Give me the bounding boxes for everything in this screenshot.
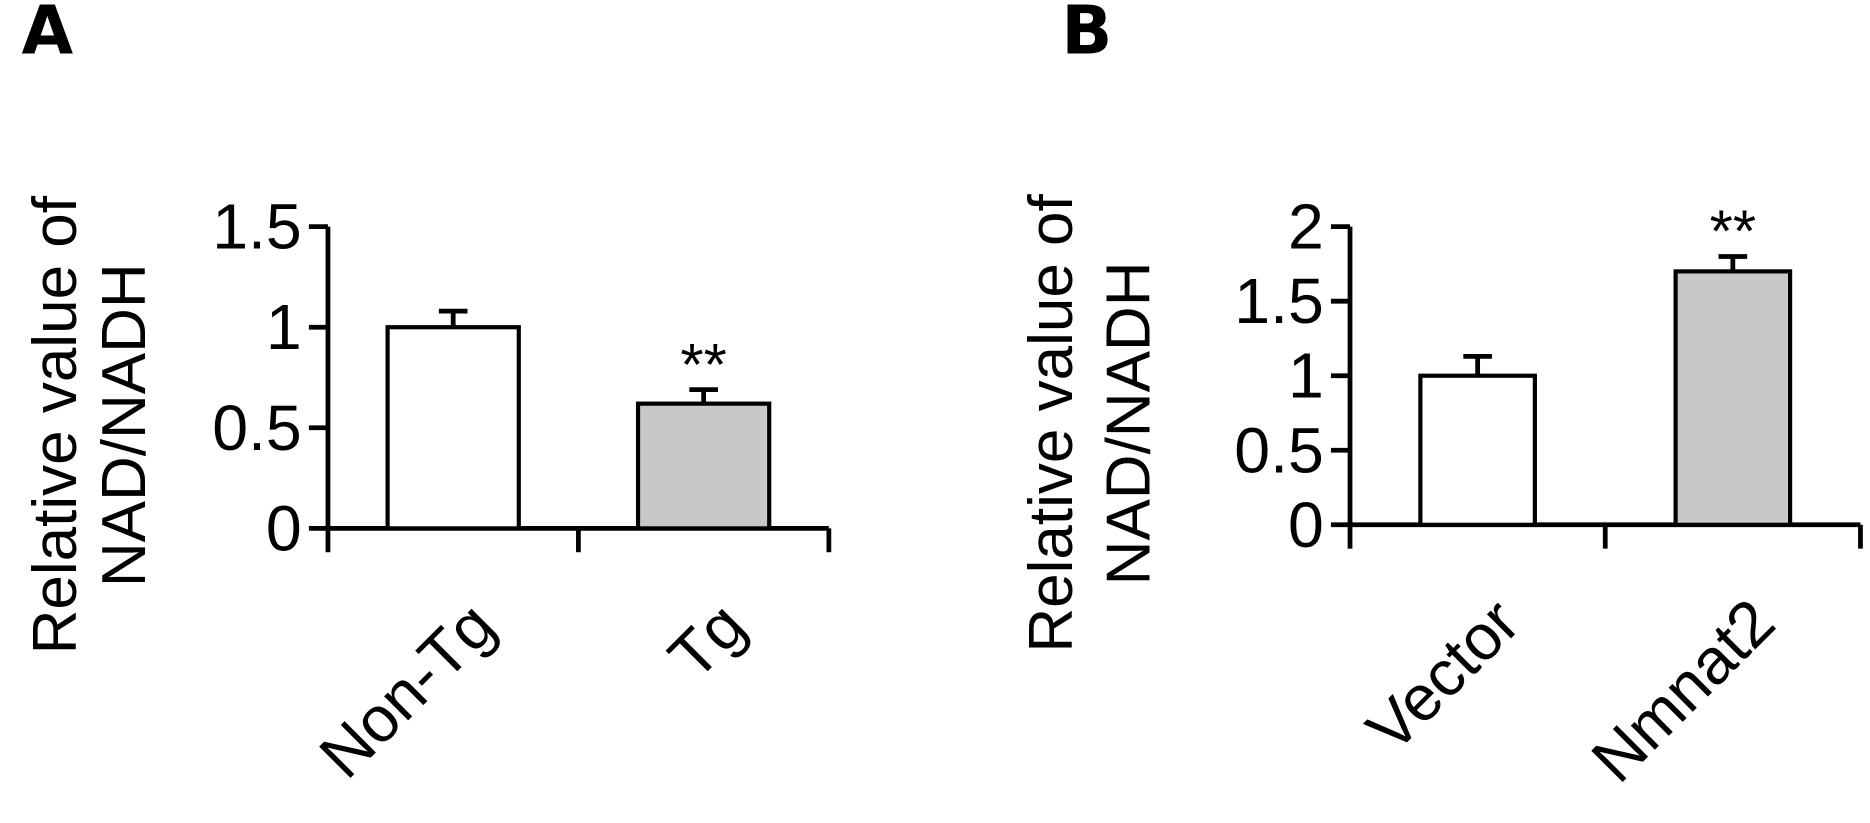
x-tick-label: Vector	[1353, 585, 1533, 765]
y-axis-label: NAD/NADH	[90, 263, 159, 587]
y-tick-label: 1	[1288, 340, 1324, 412]
y-axis-label: NAD/NADH	[1094, 262, 1163, 586]
bar	[385, 325, 521, 531]
error-bar	[1463, 353, 1492, 376]
bar	[635, 401, 772, 531]
y-tick-label: 1.5	[212, 191, 302, 263]
y-tick-label: 0.5	[212, 392, 302, 464]
x-tick-label: Non-Tg	[306, 589, 509, 792]
bar	[1673, 269, 1793, 527]
y-axis-label: Relative value of	[21, 195, 90, 654]
y-tick-label: 0	[1288, 489, 1324, 561]
y-tick-label: 1.5	[1234, 265, 1324, 337]
x-tick-label: Tg	[655, 589, 759, 693]
y-tick-label: 0	[266, 492, 302, 564]
panel-label: B	[1061, 0, 1112, 70]
error-bar	[438, 308, 468, 328]
error-bar	[689, 387, 718, 404]
error-bar	[1718, 254, 1748, 272]
panel-label: A	[21, 0, 73, 70]
y-tick-label: 2	[1288, 191, 1324, 263]
y-axis-label: Relative value of	[1017, 193, 1086, 652]
significance: **	[680, 331, 726, 398]
y-tick-label: 0.5	[1234, 414, 1324, 486]
x-tick-label: Nmnat2	[1578, 585, 1788, 795]
significance: **	[1710, 198, 1756, 265]
bar	[1418, 373, 1537, 527]
y-tick-label: 1	[266, 291, 302, 363]
